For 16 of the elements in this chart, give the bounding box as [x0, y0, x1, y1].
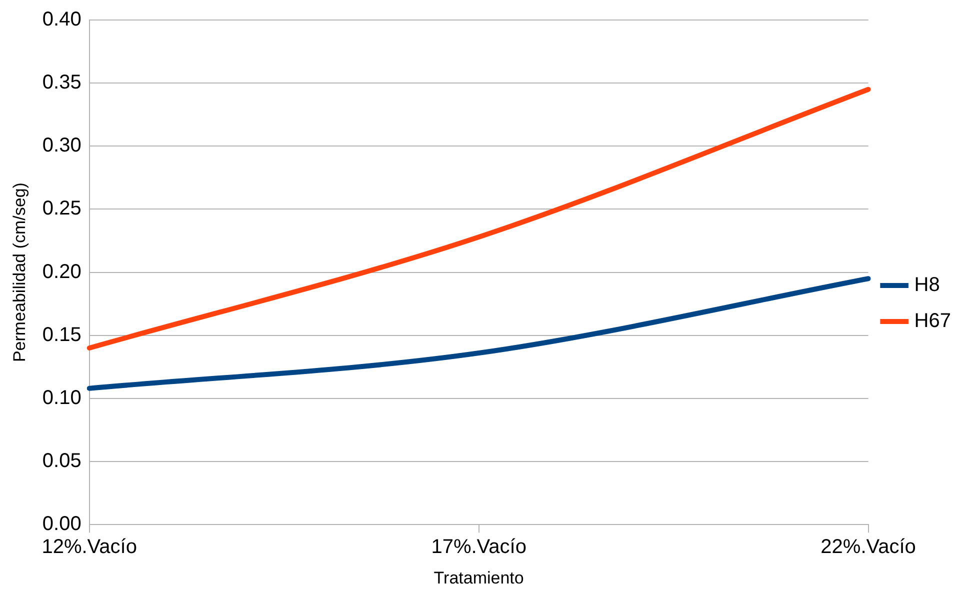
x-tick-label: 12%.Vacío: [42, 536, 137, 558]
legend-label: H67: [914, 310, 952, 332]
y-axis-title: Permeabilidad (cm/seg): [10, 182, 29, 362]
y-tick-label: 0.35: [42, 72, 82, 94]
x-tick-label: 22%.Vacío: [820, 536, 916, 558]
y-tick-label: 0.00: [42, 513, 82, 536]
x-axis-title: Tratamiento: [434, 568, 524, 588]
y-tick-label: 0.15: [42, 324, 82, 346]
legend-label: H8: [914, 274, 940, 296]
y-tick-label: 0.20: [42, 260, 82, 283]
y-tick-label: 0.30: [42, 134, 82, 157]
y-tick-label: 0.25: [42, 198, 82, 220]
y-tick-label: 0.05: [42, 450, 82, 472]
y-tick-label: 0.10: [42, 386, 82, 409]
y-tick-label: 0.40: [42, 8, 82, 31]
x-tick-label: 17%.Vacío: [431, 536, 526, 558]
